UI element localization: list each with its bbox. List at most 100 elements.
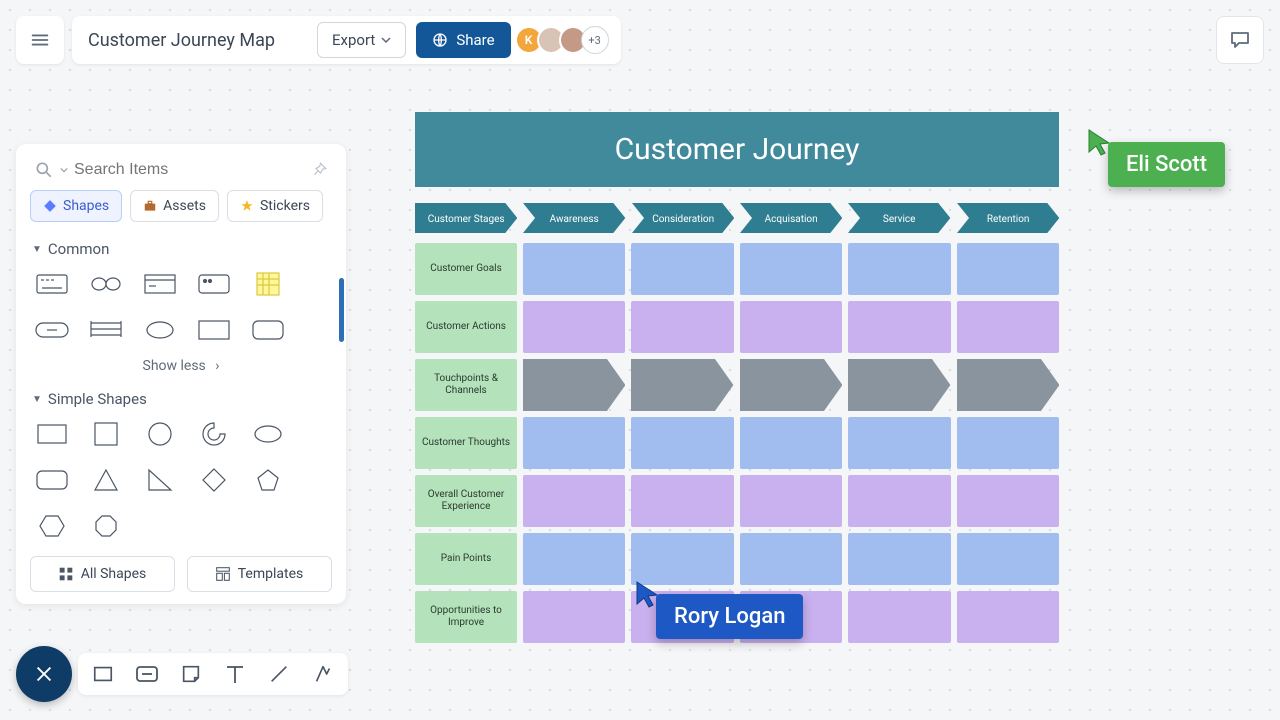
shape-right-triangle[interactable] (142, 466, 178, 494)
row-label[interactable]: Overall Customer Experience (415, 475, 517, 527)
tool-rectangle[interactable] (88, 659, 118, 689)
shape-frame[interactable] (142, 270, 178, 298)
shape-square[interactable] (88, 420, 124, 448)
grid-cell[interactable] (848, 359, 950, 411)
shape-triangle[interactable] (88, 466, 124, 494)
grid-cell[interactable] (740, 301, 842, 353)
row-label[interactable]: Customer Actions (415, 301, 517, 353)
menu-button[interactable] (16, 16, 64, 64)
row-label[interactable]: Touchpoints & Channels (415, 359, 517, 411)
grid-cell[interactable] (740, 243, 842, 295)
grid-cell[interactable] (631, 301, 733, 353)
grid-cell[interactable] (631, 475, 733, 527)
canvas-diagram[interactable]: Customer Journey Customer StagesAwarenes… (415, 112, 1059, 649)
grid-cell[interactable] (957, 359, 1059, 411)
grid-cell[interactable] (848, 417, 950, 469)
shape-oval[interactable] (250, 420, 286, 448)
tool-line[interactable] (264, 659, 294, 689)
svg-text:Service: Service (883, 214, 916, 225)
document-title[interactable]: Customer Journey Map (84, 30, 281, 51)
shape-circle[interactable] (142, 420, 178, 448)
section-common-header[interactable]: ▼ Common (30, 232, 332, 264)
grid-cell[interactable] (957, 243, 1059, 295)
panel-scrollbar-thumb[interactable] (339, 278, 344, 342)
grid-cell[interactable] (631, 243, 733, 295)
grid-cell[interactable] (523, 417, 625, 469)
stage-chip[interactable]: Service (848, 203, 950, 233)
all-shapes-button[interactable]: All Shapes (30, 556, 175, 592)
show-less-button[interactable]: Show less › (30, 350, 332, 382)
grid-cell[interactable] (848, 475, 950, 527)
grid-cell[interactable] (740, 475, 842, 527)
search-icon (34, 160, 54, 180)
stage-chip[interactable]: Customer Stages (415, 203, 517, 233)
grid-cell[interactable] (523, 475, 625, 527)
avatar-stack[interactable]: K +3 (521, 26, 609, 54)
grid-cell[interactable] (957, 475, 1059, 527)
pin-icon[interactable] (310, 161, 328, 179)
shape-keyboard[interactable] (34, 270, 70, 298)
shape-pill[interactable] (34, 316, 70, 344)
tab-label: Stickers (260, 198, 310, 214)
shape-donut[interactable] (196, 420, 232, 448)
shape-rounded[interactable] (34, 466, 70, 494)
tab-assets[interactable]: Assets (130, 190, 219, 222)
shape-octagon[interactable] (88, 512, 124, 540)
search-input[interactable] (74, 161, 304, 179)
templates-button[interactable]: Templates (187, 556, 332, 592)
diagram-title[interactable]: Customer Journey (415, 112, 1059, 187)
grid-cell[interactable] (848, 243, 950, 295)
grid-cell[interactable] (631, 417, 733, 469)
row-label[interactable]: Customer Thoughts (415, 417, 517, 469)
svg-text:Retention: Retention (987, 214, 1030, 225)
export-button[interactable]: Export (317, 22, 406, 58)
tool-freehand[interactable] (308, 659, 338, 689)
share-button[interactable]: Share (416, 22, 510, 58)
export-label: Export (332, 31, 375, 49)
grid-cell[interactable] (740, 417, 842, 469)
tab-stickers[interactable]: Stickers (227, 190, 323, 222)
tool-label[interactable] (132, 659, 162, 689)
grid-cell[interactable] (523, 243, 625, 295)
shape-link[interactable] (88, 270, 124, 298)
shape-card[interactable] (196, 270, 232, 298)
grid-cell[interactable] (740, 533, 842, 585)
shape-diamond[interactable] (196, 466, 232, 494)
grid-cell[interactable] (631, 533, 733, 585)
close-panel-button[interactable] (16, 646, 72, 702)
grid-cell[interactable] (848, 591, 950, 643)
grid-cell[interactable] (957, 417, 1059, 469)
shape-rect[interactable] (196, 316, 232, 344)
avatar-more-count[interactable]: +3 (581, 26, 609, 54)
shape-rounded-rect[interactable] (250, 316, 286, 344)
tool-note[interactable] (176, 659, 206, 689)
shape-ellipse[interactable] (142, 316, 178, 344)
shape-rectangle[interactable] (34, 420, 70, 448)
grid-cell[interactable] (523, 301, 625, 353)
row-label[interactable]: Pain Points (415, 533, 517, 585)
grid-cell[interactable] (523, 359, 625, 411)
grid-cell[interactable] (523, 591, 625, 643)
grid-cell[interactable] (740, 359, 842, 411)
grid-cell[interactable] (957, 533, 1059, 585)
tab-shapes[interactable]: Shapes (30, 190, 122, 222)
shape-grid-note[interactable] (250, 270, 286, 298)
grid-cell[interactable] (848, 301, 950, 353)
tool-text[interactable] (220, 659, 250, 689)
grid-cell[interactable] (957, 301, 1059, 353)
grid-cell[interactable] (631, 359, 733, 411)
grid-cell[interactable] (957, 591, 1059, 643)
row-label[interactable]: Opportunities to Improve (415, 591, 517, 643)
grid-cell[interactable] (848, 533, 950, 585)
shape-lines[interactable] (88, 316, 124, 344)
stage-chip[interactable]: Acquisation (740, 203, 842, 233)
shape-hexagon[interactable] (34, 512, 70, 540)
row-label[interactable]: Customer Goals (415, 243, 517, 295)
section-simple-header[interactable]: ▼ Simple Shapes (30, 382, 332, 414)
stage-chip[interactable]: Awareness (523, 203, 625, 233)
stage-chip[interactable]: Consideration (632, 203, 734, 233)
grid-cell[interactable] (523, 533, 625, 585)
comment-button[interactable] (1216, 16, 1264, 64)
stage-chip[interactable]: Retention (957, 203, 1059, 233)
shape-pentagon[interactable] (250, 466, 286, 494)
